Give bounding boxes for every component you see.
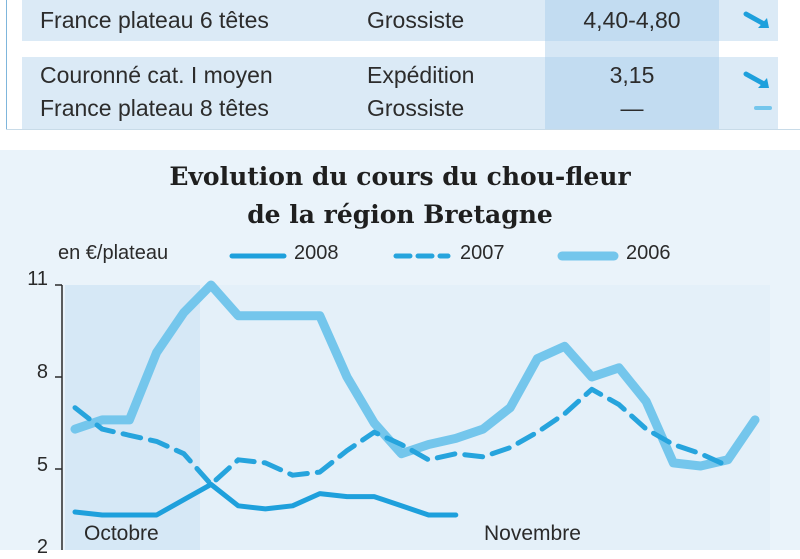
- price-column: [545, 0, 719, 130]
- trend-down-icon: [743, 71, 769, 88]
- y-tick-label: 11: [27, 268, 48, 290]
- price-table: France plateau 6 têtes Grossiste 4,40-4,…: [0, 0, 800, 132]
- chart-title: Evolution du cours du chou-fleur: [169, 162, 631, 191]
- table-bottom-rule: [6, 129, 800, 130]
- chart-subtitle: de la région Bretagne: [247, 200, 553, 229]
- legend-label-2007: 2007: [460, 242, 505, 264]
- x-label-november: Novembre: [484, 522, 581, 545]
- y-tick-label: 8: [36, 361, 48, 383]
- x-label-october: Octobre: [84, 522, 159, 545]
- y-tick-label: 2: [36, 536, 48, 558]
- series-line-2007: [72, 386, 731, 487]
- price-value: —: [620, 95, 644, 121]
- legend-label-2006: 2006: [626, 242, 671, 264]
- product-label: France plateau 8 têtes: [40, 95, 269, 121]
- stage-label: Expédition: [367, 62, 475, 88]
- price-value: 4,40-4,80: [583, 7, 681, 33]
- y-axis-unit-label: en €/plateau: [58, 242, 169, 264]
- plot-area: [200, 285, 770, 550]
- price-value: 3,15: [609, 62, 655, 88]
- series-line-2006: [70, 280, 760, 471]
- trend-down-icon: [743, 11, 769, 28]
- legend-label-2008: 2008: [294, 242, 339, 264]
- series-line-2008: [72, 481, 459, 518]
- y-tick-label: 5: [36, 454, 48, 476]
- product-label: France plateau 6 têtes: [40, 7, 269, 33]
- stage-label: Grossiste: [367, 95, 465, 121]
- stage-label: Grossiste: [367, 7, 465, 33]
- table-left-rule: [6, 0, 7, 130]
- price-column-gap: [545, 41, 719, 57]
- product-label: Couronné cat. I moyen: [40, 62, 273, 88]
- trend-stable-icon: [754, 106, 772, 110]
